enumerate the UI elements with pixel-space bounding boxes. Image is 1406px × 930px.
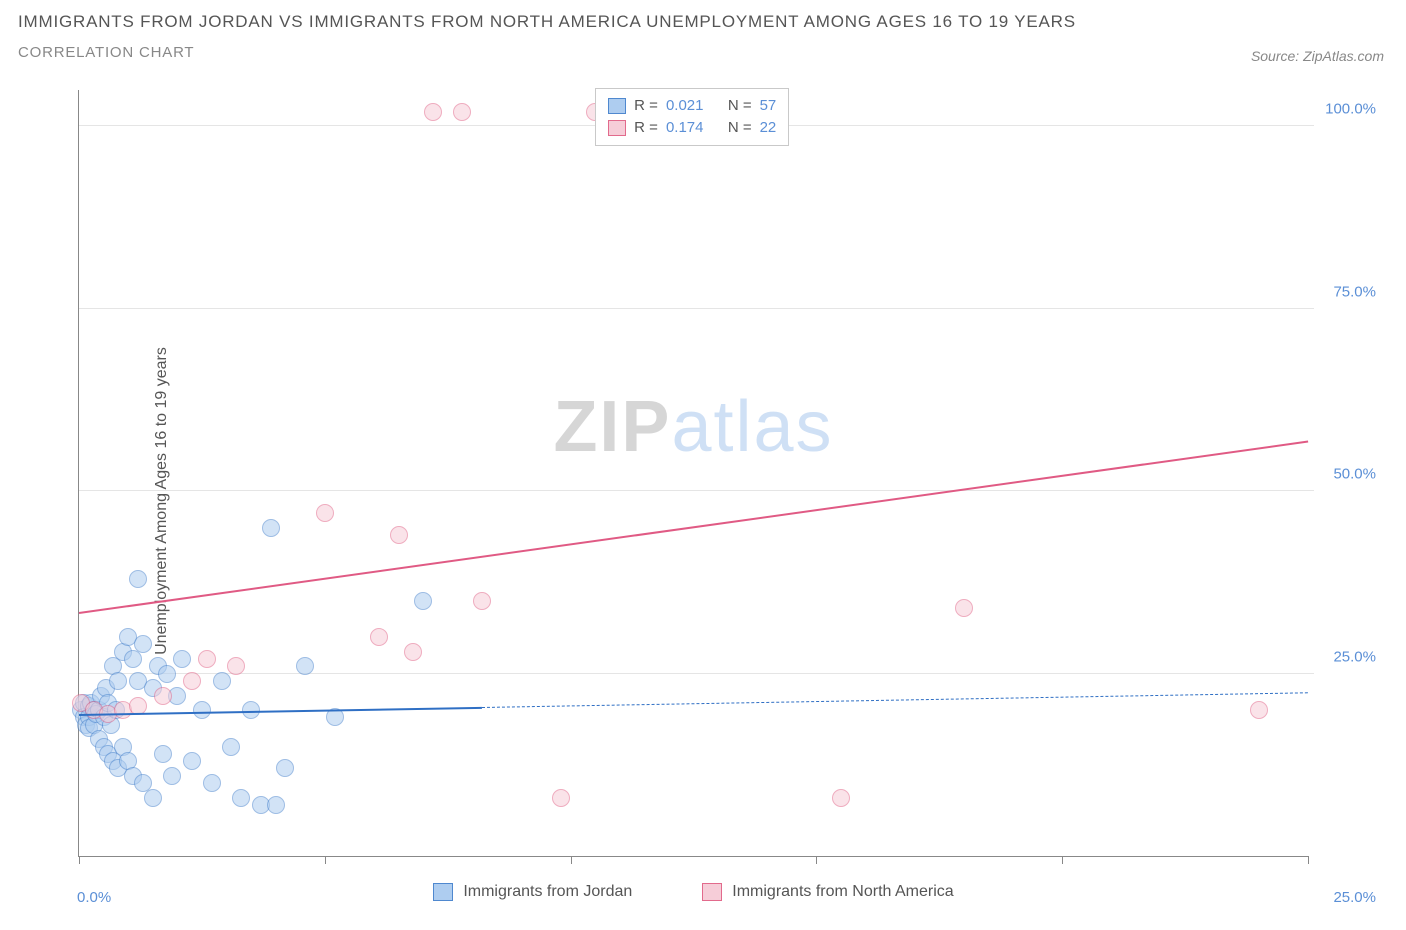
y-tick-label: 25.0% [1333,648,1376,665]
data-point [370,628,388,646]
data-point [296,657,314,675]
series-legend: Immigrants from Jordan Immigrants from No… [79,883,1308,901]
data-point [183,752,201,770]
x-tick-label: 0.0% [77,889,111,906]
data-point [232,789,250,807]
x-tick-label: 25.0% [1333,889,1376,906]
data-point [183,672,201,690]
legend-series-item: Immigrants from North America [702,883,953,901]
plot-area: ZIPatlas R =0.021 N =57R =0.174 N =22 Im… [78,90,1308,857]
y-tick-label: 50.0% [1333,466,1376,483]
data-point [414,592,432,610]
x-tick [571,856,572,864]
trend-line-dashed [482,692,1308,708]
data-point [154,687,172,705]
watermark: ZIPatlas [553,386,833,468]
data-point [453,103,471,121]
data-point [163,767,181,785]
legend-stats-row: R =0.174 N =22 [608,117,776,139]
legend-series-label: Immigrants from North America [732,883,953,901]
data-point [316,504,334,522]
data-point [109,672,127,690]
data-point [262,519,280,537]
data-point [955,599,973,617]
chart-title: IMMIGRANTS FROM JORDAN VS IMMIGRANTS FRO… [18,12,1388,32]
data-point [213,672,231,690]
data-point [134,635,152,653]
data-point [276,759,294,777]
data-point [390,526,408,544]
legend-swatch [608,98,626,114]
data-point [227,657,245,675]
y-tick-label: 75.0% [1333,283,1376,300]
data-point [193,701,211,719]
data-point [222,738,240,756]
data-point [552,789,570,807]
data-point [404,643,422,661]
gridline [79,673,1314,674]
x-tick [1308,856,1309,864]
stats-legend: R =0.021 N =57R =0.174 N =22 [595,88,789,146]
legend-swatch [433,883,453,901]
x-tick [1062,856,1063,864]
chart-subtitle: CORRELATION CHART [18,44,1388,61]
data-point [158,665,176,683]
gridline [79,308,1314,309]
data-point [473,592,491,610]
data-point [129,570,147,588]
x-tick [816,856,817,864]
legend-swatch [702,883,722,901]
y-tick-label: 100.0% [1325,101,1376,118]
chart-container: Unemployment Among Ages 16 to 19 years Z… [18,90,1388,912]
data-point [832,789,850,807]
data-point [154,745,172,763]
data-point [144,789,162,807]
data-point [198,650,216,668]
legend-stats-row: R =0.021 N =57 [608,95,776,117]
legend-swatch [608,120,626,136]
legend-series-label: Immigrants from Jordan [463,883,632,901]
data-point [1250,701,1268,719]
data-point [424,103,442,121]
data-point [267,796,285,814]
legend-series-item: Immigrants from Jordan [433,883,632,901]
source-attribution: Source: ZipAtlas.com [1251,48,1384,64]
gridline [79,490,1314,491]
data-point [173,650,191,668]
x-tick [79,856,80,864]
x-tick [325,856,326,864]
data-point [203,774,221,792]
